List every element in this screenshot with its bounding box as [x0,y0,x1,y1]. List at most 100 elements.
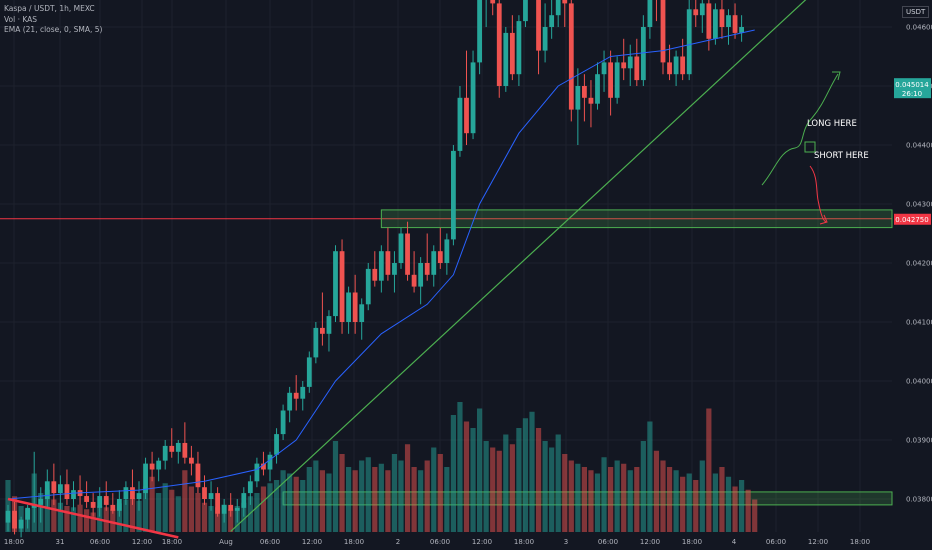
trend-lines [7,0,807,539]
volume-bar [601,457,607,532]
x-tick-label: 18:00 [162,538,182,546]
candle-body [726,15,731,27]
candle-body [732,15,738,33]
x-tick-label: 12:00 [472,538,492,546]
volume-bar [594,473,601,532]
countdown-label: 26:10 [902,90,922,98]
volume-bar [529,411,535,532]
candle-body [130,487,135,499]
volume-bar [365,457,371,532]
volume-bar [562,454,568,532]
candle-body [385,251,391,275]
y-tick-label: 0.042000 [906,260,932,268]
x-tick-label: 4 [732,538,737,546]
candle-body [221,504,227,514]
volume-bar [326,473,332,532]
bearish-arrow [819,214,828,225]
x-tick-label: 06:00 [430,538,450,546]
x-tick-label: 31 [56,538,65,546]
volume-bar [693,480,699,532]
x-tick-label: 06:00 [766,538,786,546]
candle-body [523,0,528,22]
y-tick-label: 0.039000 [906,437,932,445]
volume-bar [706,408,712,532]
volume-bar [188,486,194,532]
candle-body [51,481,57,494]
candle-body [575,86,581,110]
candle-body [97,496,103,508]
symbol-title[interactable]: Kaspa / USDT, 1h, MEXC [4,4,95,13]
candle-body [378,251,384,281]
currency-badge[interactable]: USDT [902,6,930,18]
volume-bar [732,486,738,532]
price-axis: 0.0500000.0490000.0480000.0470000.046000… [894,24,932,504]
candle-body [90,501,96,508]
candle-body [156,460,162,470]
volume-bar [522,418,529,532]
y-tick-label: 0.038000 [906,496,932,504]
candle-body [58,484,63,494]
candle-body [621,62,627,69]
candle-body [267,454,273,470]
candle-body [568,3,574,110]
volume-bar [752,499,758,532]
volume-indicator-label[interactable]: Vol · KAS [4,14,38,24]
long-here-label: LONG HERE [807,119,857,129]
candle-body [326,316,332,334]
volume-bar [640,441,646,532]
x-tick-label: 06:00 [598,538,618,546]
candle-body [143,463,148,494]
volume-bar [411,467,417,532]
candle-body [398,233,404,263]
volume-bar [129,498,136,532]
volume-bar [621,463,627,532]
candle-body [647,0,653,27]
volume-bar [70,507,77,532]
candle-body [287,392,293,411]
candle-body [686,9,692,75]
volume-bar [142,486,149,532]
candle-body [110,504,116,511]
volume-bar [273,480,280,532]
volume-bar [77,504,83,532]
volume-bar [483,441,489,532]
volume-bar [575,463,581,532]
candle-body [320,327,325,334]
volume-bar [712,473,718,532]
candle-body [18,519,24,529]
candle-body [306,357,312,387]
candle-body [437,251,443,263]
candle-body [241,493,247,508]
candle-body [372,268,378,281]
volume-bar [306,467,312,532]
volume-bar [686,473,692,532]
volume-bar [496,450,502,532]
volume-bar [215,507,221,532]
candle-body [516,21,522,75]
candle-body [411,274,417,287]
volume-bars [5,402,758,532]
volume-bar [588,470,594,532]
candle-body [542,27,548,51]
volume-bar [555,434,561,532]
ema-line [7,29,755,500]
volume-bar [745,489,751,532]
x-tick-label: 12:00 [132,538,152,546]
candle-body [693,9,699,16]
candle-body [280,410,286,435]
volume-bar [352,470,358,532]
candle-body [457,97,463,151]
x-tick-label: 18:00 [850,538,870,546]
candle-body [195,463,201,488]
volume-bar [169,489,175,532]
candle-body [38,499,44,505]
last-price-label: 0.045014 [895,81,929,89]
volume-bar [424,460,430,532]
bullish-scenario-path [761,73,839,186]
volume-bar [267,483,273,532]
ema-indicator-label[interactable]: EMA (21, close, 0, SMA, 5) [4,25,103,34]
volume-bar [542,441,548,532]
candle-body [582,86,587,98]
volume-bar [739,480,745,532]
